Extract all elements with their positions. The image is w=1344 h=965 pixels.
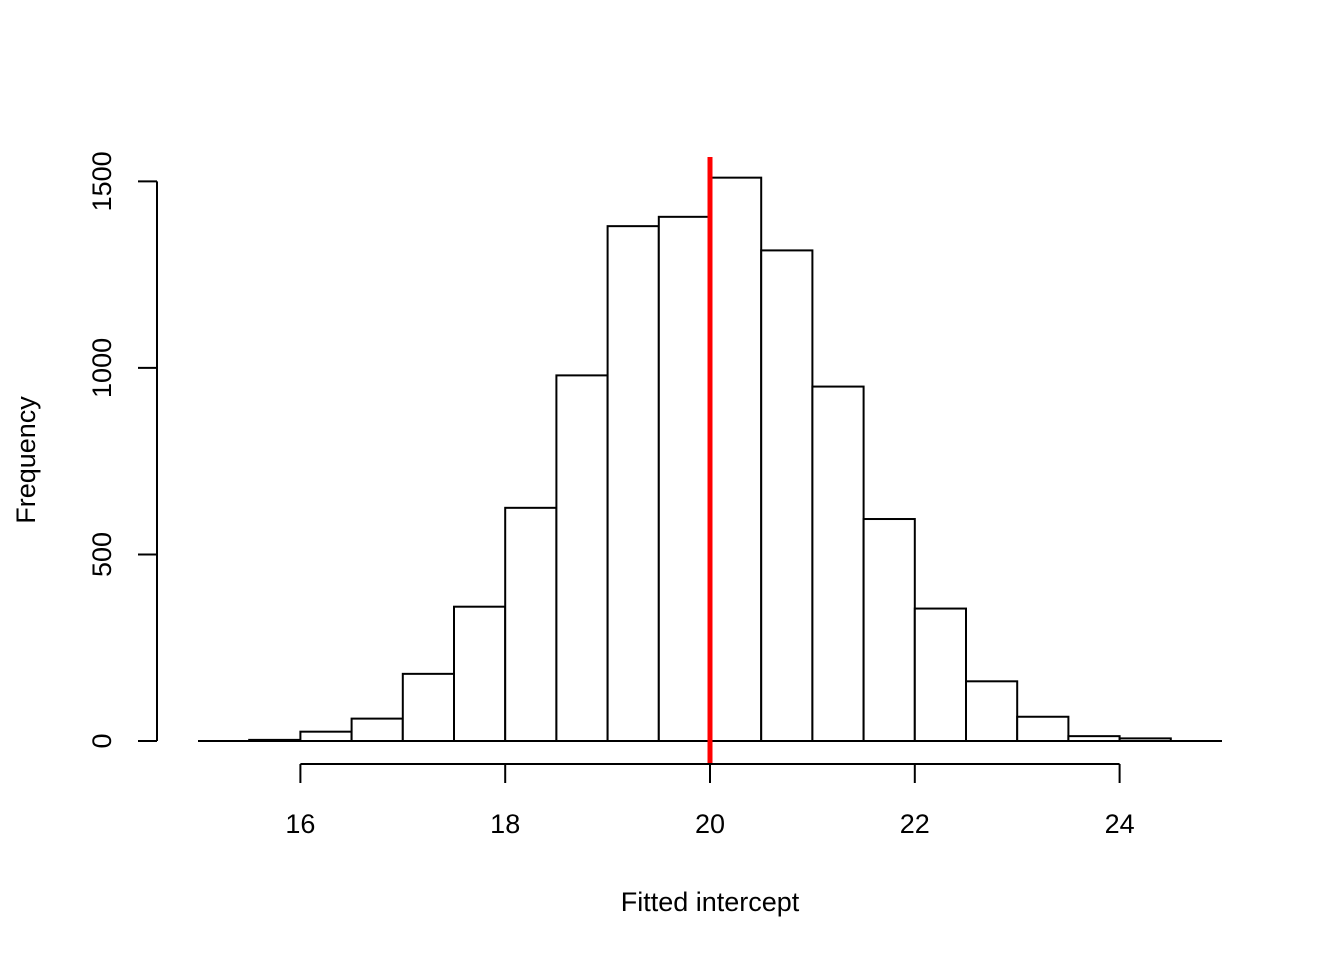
- y-tick-label: 0: [87, 733, 117, 748]
- histogram-bar: [760, 249, 814, 742]
- histogram-bar: [709, 176, 763, 742]
- histogram-bar: [453, 605, 507, 743]
- histogram-bar: [1016, 715, 1070, 742]
- histogram-bar: [606, 225, 660, 742]
- bars-layer: [248, 176, 1172, 743]
- histogram-bar: [657, 215, 711, 743]
- x-tick-label: 18: [490, 809, 520, 839]
- y-axis-title: Frequency: [11, 396, 41, 524]
- histogram-bar: [965, 680, 1019, 742]
- y-tick-label: 500: [87, 532, 117, 577]
- x-axis-title: Fitted intercept: [621, 887, 800, 917]
- histogram-bar: [401, 672, 455, 742]
- histogram-bar: [913, 607, 967, 742]
- y-tick-label: 1000: [87, 338, 117, 398]
- histogram-bar: [350, 717, 404, 742]
- x-tick-label: 16: [285, 809, 315, 839]
- histogram-bar: [811, 385, 865, 742]
- y-tick-label: 1500: [87, 151, 117, 211]
- histogram-bar: [862, 518, 916, 742]
- histogram-bar: [504, 506, 558, 743]
- x-tick-label: 24: [1105, 809, 1135, 839]
- x-axis: 16 18 20 22 24: [285, 763, 1135, 839]
- x-tick-label: 22: [900, 809, 930, 839]
- histogram-bar: [555, 374, 609, 742]
- x-tick-label: 20: [695, 809, 725, 839]
- histogram-bar: [299, 730, 353, 743]
- y-axis: 0 500 1000 1500: [87, 151, 158, 749]
